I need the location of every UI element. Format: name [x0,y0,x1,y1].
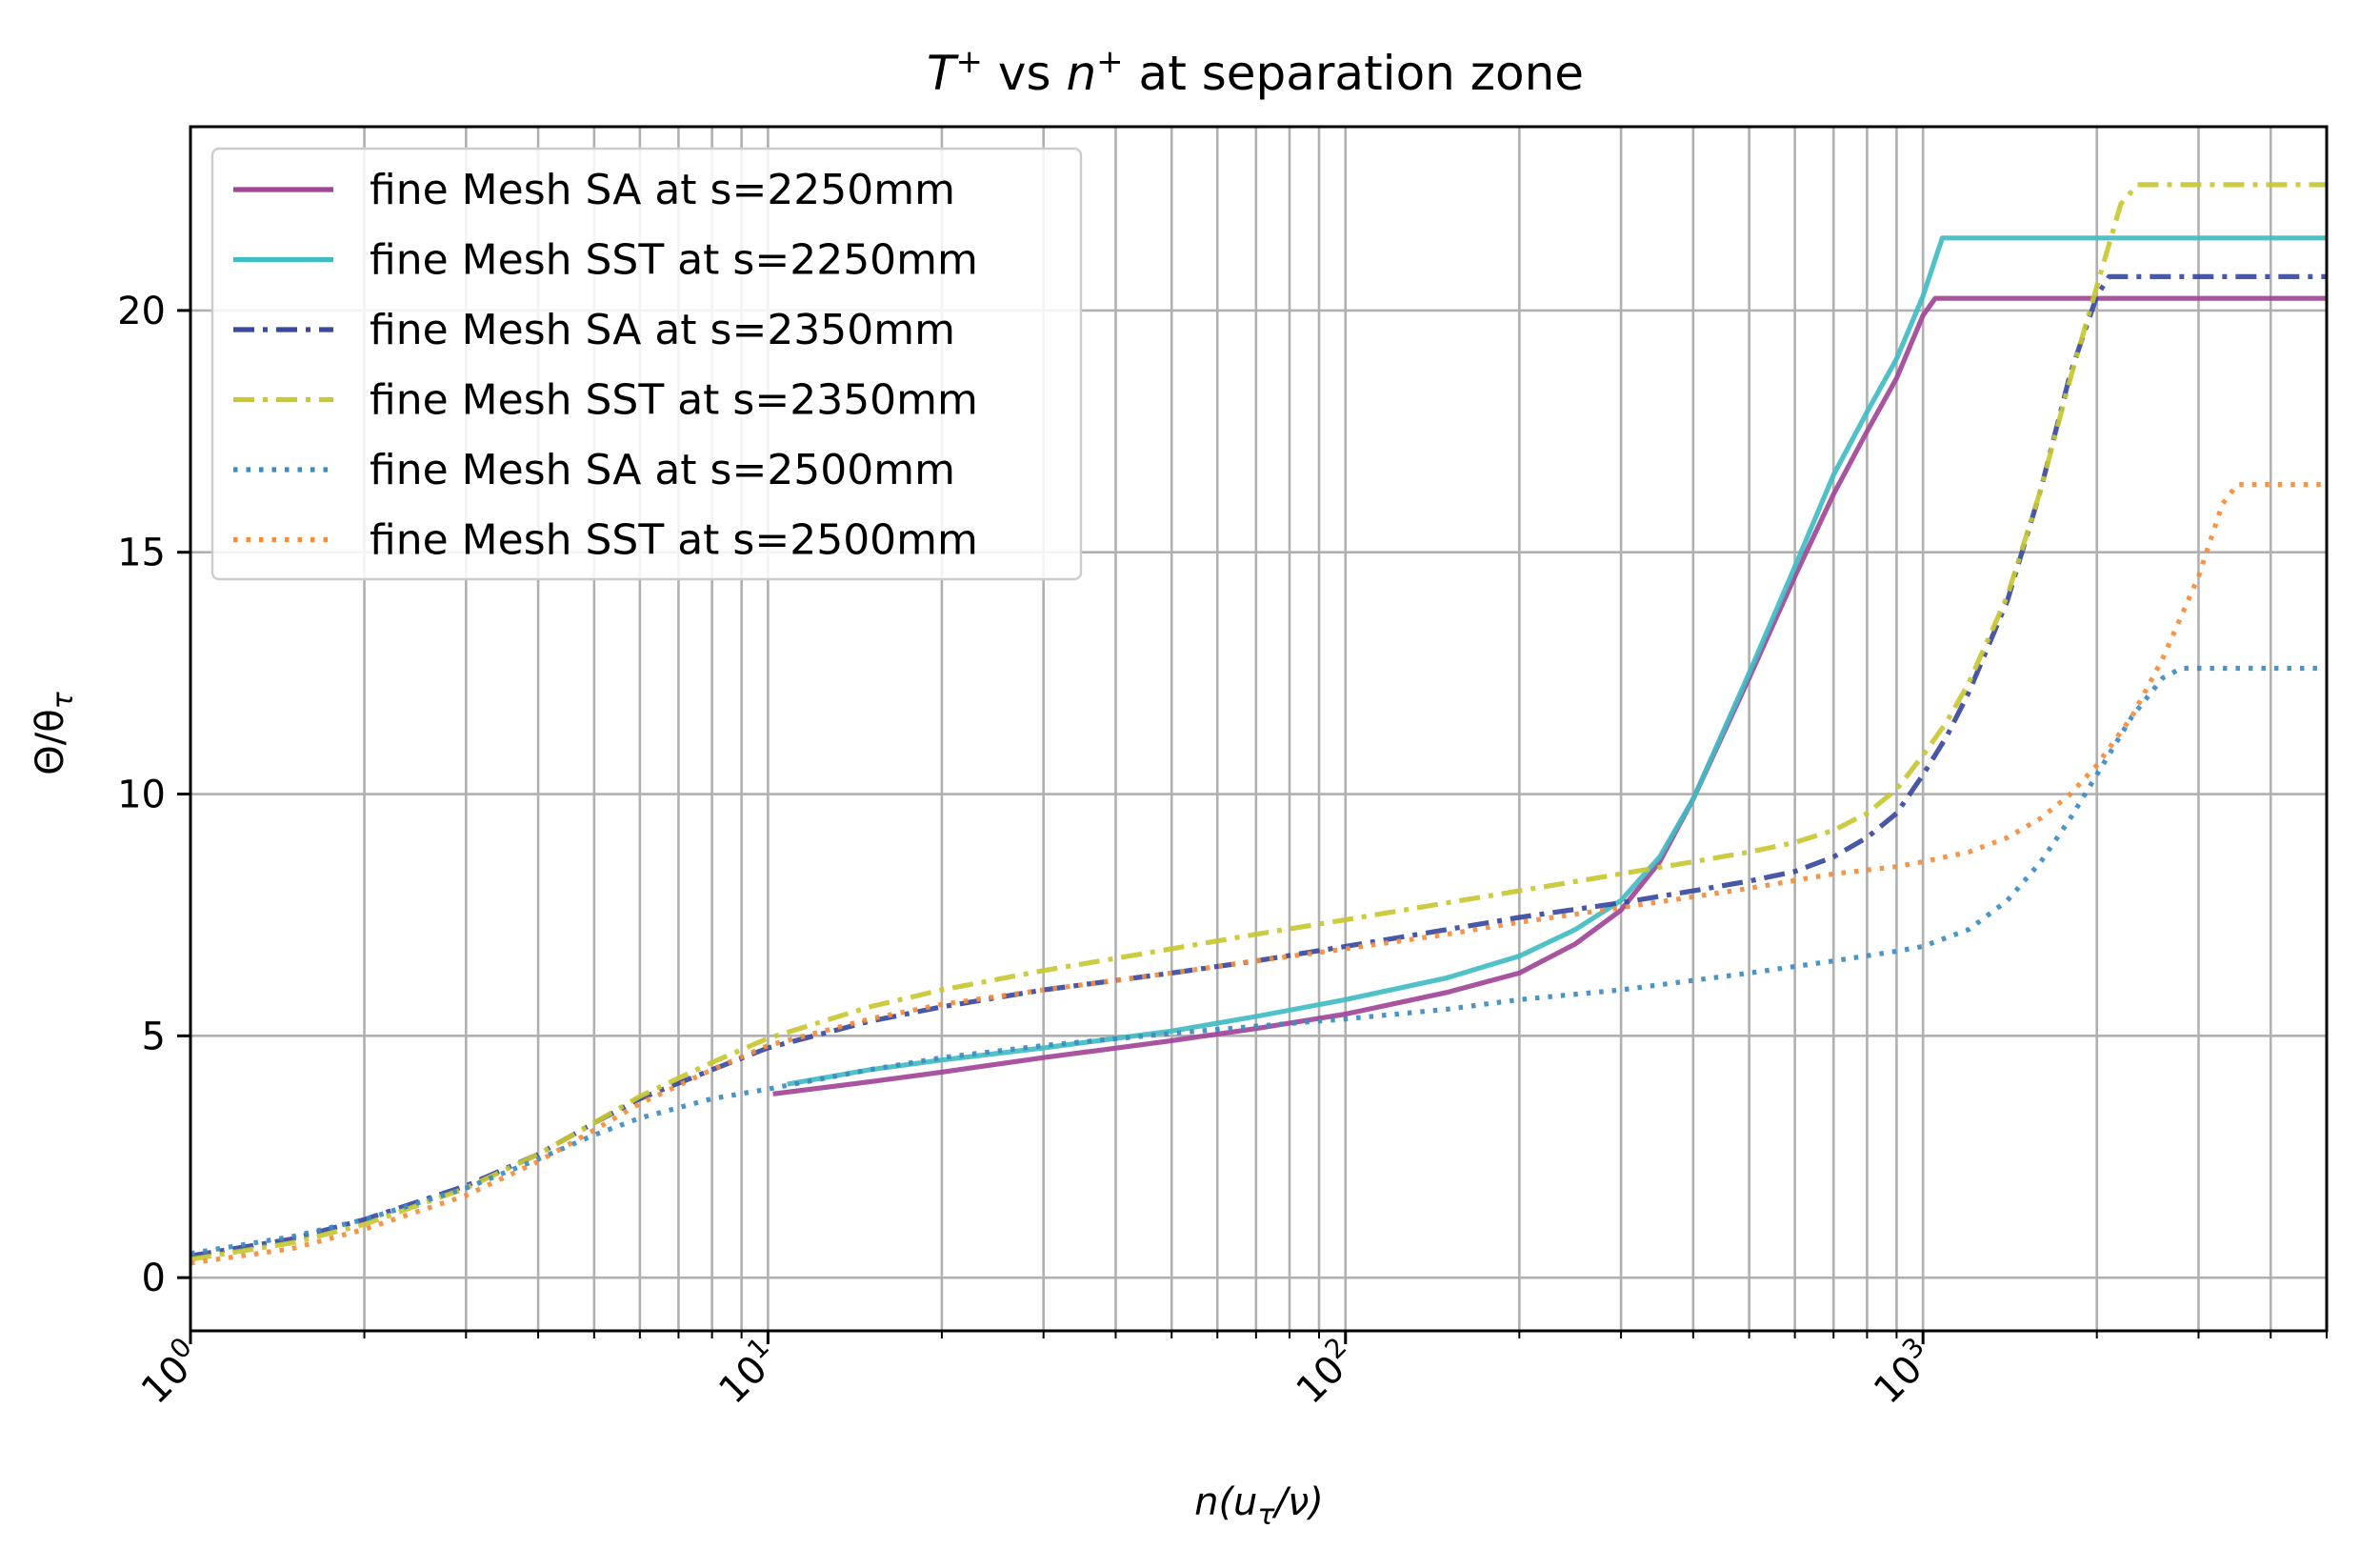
y-tick-label: 10 [117,774,166,817]
y-axis-label: Θ/θτ [29,691,80,774]
legend-label-6: fine Mesh SST at s=2500mm [370,516,978,565]
y-tick-label: 15 [117,532,166,575]
y-tick-label: 20 [117,290,166,333]
plot-frame [189,125,2329,1333]
legend-label-4: fine Mesh SST at s=2350mm [370,376,978,425]
legend-label-2: fine Mesh SST at s=2250mm [370,236,978,285]
x-axis-label: n(uτ/ν) [1194,1480,1324,1532]
series-layer [190,182,2327,1266]
legend: fine Mesh SA at s=2250mm fine Mesh SST at… [210,147,1083,581]
legend-label-5: fine Mesh SA at s=2500mm [370,446,955,494]
legend-box [210,147,1083,581]
legend-label-1: fine Mesh SA at s=2250mm [370,166,955,214]
series-line-2 [787,235,2327,1087]
chart-title: T+ vs n+ at separation zone [927,43,1584,101]
legend-label-3: fine Mesh SA at s=2350mm [370,306,955,354]
y-tick-label: 0 [142,1257,166,1300]
series-line-4 [190,182,2327,1262]
y-tick-label: 5 [142,1015,166,1058]
